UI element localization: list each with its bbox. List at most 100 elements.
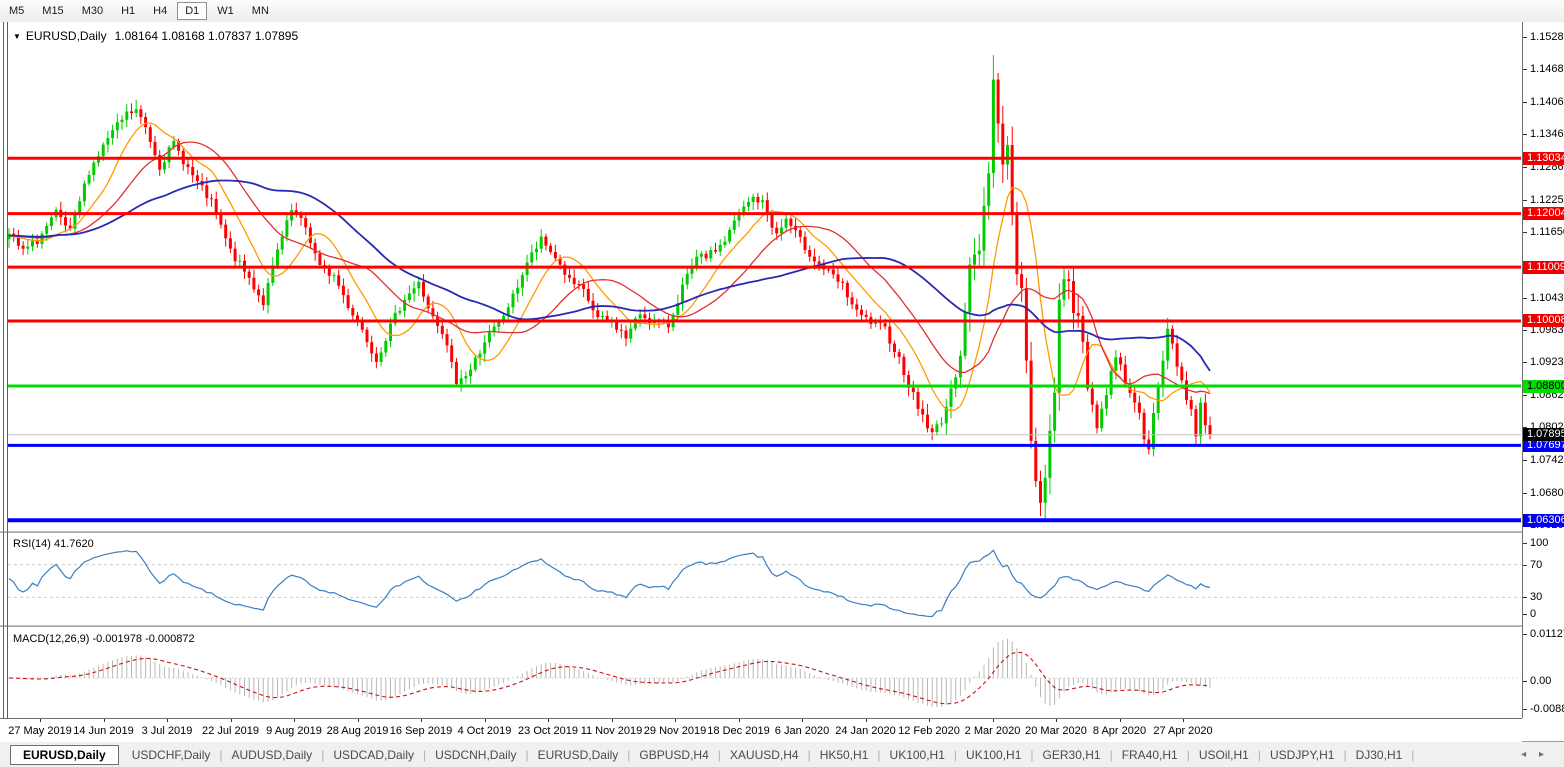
price-badge-1.13034: 1.13034 [1523, 151, 1564, 165]
timeframe-button-h1[interactable]: H1 [121, 5, 136, 17]
macd-tick-label: 0.011277 [1530, 627, 1564, 640]
date-tick-label: 24 Jan 2020 [835, 725, 896, 737]
date-axis[interactable]: 27 May 2019 14 Jun 2019 3 Jul 2019 22 Jul 2… [0, 718, 1522, 742]
chart-tab-usoil-h1[interactable]: USOil,H1 [1198, 747, 1249, 762]
chart-tab-audusd-daily[interactable]: AUDUSD,Daily [231, 747, 313, 762]
timeframe-button-m5[interactable]: M5 [9, 5, 25, 17]
timeframe-button-m30[interactable]: M30 [81, 5, 104, 17]
price-tick [1523, 69, 1527, 71]
tab-divider: | [1411, 747, 1415, 762]
price-tick-label: 1.15280 [1530, 30, 1564, 43]
chart-tab-uk100-h1[interactable]: UK100,H1 [889, 747, 945, 762]
rsi-tick-label: 100 [1530, 536, 1549, 549]
chart-tabs-bar: EURUSD,Daily USDCHF,Daily | AUDUSD,Daily | US… [0, 741, 1564, 767]
tab-scroll-right-icon[interactable]: ▸ [1538, 749, 1544, 760]
chart-tab-hk50-h1[interactable]: HK50,H1 [819, 747, 869, 762]
tab-divider: | [953, 747, 958, 762]
date-tick [294, 719, 295, 722]
macd-tick-label: 0.00 [1530, 674, 1552, 687]
price-axis[interactable]: 1.152801.146801.140651.134651.128651.122… [1522, 22, 1564, 718]
tab-divider: | [1257, 747, 1261, 762]
tab-divider: | [717, 747, 721, 762]
price-tick [1523, 492, 1527, 494]
date-tick [1183, 719, 1184, 722]
tab-scroll-arrows: ◂ ▸ [1511, 749, 1544, 760]
rsi-tick [1523, 543, 1527, 544]
date-tick [738, 719, 740, 722]
date-tick [548, 719, 549, 722]
price-tick [1523, 297, 1527, 299]
tab-divider: | [807, 747, 811, 762]
timeframe-button-mn[interactable]: MN [251, 5, 269, 17]
price-tick [1523, 459, 1527, 461]
date-tick [675, 719, 676, 722]
chart-dropdown-icon[interactable]: ▼ [13, 32, 21, 41]
tab-divider: | [877, 747, 881, 762]
chart-tab-dj30-h1[interactable]: DJ30,H1 [1355, 747, 1403, 762]
timeframe-button-w1[interactable]: W1 [217, 5, 234, 17]
rsi-tick [1523, 614, 1527, 615]
price-badge-1.07697: 1.07697 [1523, 438, 1564, 452]
chart-tab-eurusd-daily[interactable]: EURUSD,Daily [10, 744, 119, 765]
ohlc-quote: 1.08164 1.08168 1.07837 1.07895 [114, 29, 299, 43]
date-tick-label: 27 Apr 2020 [1153, 725, 1213, 737]
symbol-info[interactable]: ▼ EURUSD,Daily 1.08164 1.08168 1.07837 1.0… [13, 29, 298, 43]
date-tick [865, 719, 867, 722]
timeframe-button-d1[interactable]: D1 [177, 2, 208, 20]
date-tick [40, 719, 41, 722]
date-tick [103, 719, 105, 722]
date-tick [167, 719, 168, 722]
timeframe-button-m15[interactable]: M15 [42, 5, 64, 17]
tab-divider: | [1030, 747, 1034, 762]
date-tick-label: 4 Oct 2019 [457, 725, 512, 737]
date-tick [421, 719, 422, 722]
chart-window[interactable]: ▼ EURUSD,Daily 1.08164 1.08168 1.07837 1.0… [0, 22, 1564, 742]
price-tick-label: 1.14680 [1530, 63, 1564, 76]
macd-tick [1523, 709, 1527, 710]
chart-tab-usdcnh-daily[interactable]: USDCNH,Daily [435, 747, 517, 762]
date-tick-label: 18 Dec 2019 [707, 725, 770, 737]
date-tick [929, 719, 930, 722]
tab-divider: | [1343, 747, 1347, 762]
price-tick-label: 1.13465 [1530, 128, 1564, 141]
chart-tab-xauusd-h4[interactable]: XAUUSD,H4 [729, 747, 799, 762]
chart-tab-ger30-h1[interactable]: GER30,H1 [1042, 747, 1101, 762]
timeframe-toolbar: M5 M15 M30 H1 H4 D1 W1 MN [0, 0, 1564, 23]
date-tick-label: 16 Sep 2019 [389, 725, 453, 737]
rsi-indicator-label: RSI(14) 41.7620 [13, 538, 94, 550]
price-tick-label: 1.09235 [1530, 356, 1564, 369]
chart-tab-usdchf-daily[interactable]: USDCHF,Daily [131, 747, 211, 762]
date-tick [230, 719, 232, 722]
rsi-tick-label: 30 [1530, 590, 1543, 603]
timeframe-button-h4[interactable]: H4 [153, 5, 168, 17]
tab-divider: | [627, 747, 631, 762]
chart-tab-fra40-h1[interactable]: FRA40,H1 [1121, 747, 1178, 762]
current-price-badge: 1.07895 [1523, 428, 1564, 442]
price-tick [1523, 362, 1527, 364]
chart-tab-gbpusd-h4[interactable]: GBPUSD,H4 [639, 747, 709, 762]
moving-average-22 [9, 141, 1211, 395]
price-tick [1523, 395, 1527, 397]
price-tick-label: 1.06805 [1530, 486, 1564, 499]
date-tick [992, 719, 994, 722]
tab-scroll-left-icon[interactable]: ◂ [1521, 749, 1527, 760]
price-badge-1.10008: 1.10008 [1523, 314, 1564, 328]
date-tick [611, 719, 613, 722]
price-tick [1523, 199, 1527, 201]
tab-divider: | [321, 747, 325, 762]
chart-tab-eurusd-daily[interactable]: EURUSD,Daily [537, 747, 619, 762]
chart-tab-uk100-h1[interactable]: UK100,H1 [966, 747, 1022, 762]
price-tick [1523, 232, 1527, 234]
date-tick-label: 20 Mar 2020 [1025, 725, 1087, 737]
date-tick-label: 3 Jul 2019 [141, 725, 193, 737]
rsi-tick-label: 0 [1530, 607, 1537, 620]
date-tick-label: 27 May 2019 [8, 725, 72, 737]
price-chart-canvas[interactable] [0, 22, 1522, 718]
chart-tab-usdjpy-h1[interactable]: USDJPY,H1 [1269, 747, 1335, 762]
date-tick-label: 22 Jul 2019 [202, 725, 259, 737]
chart-tab-usdcad-daily[interactable]: USDCAD,Daily [333, 747, 414, 762]
price-tick [1523, 36, 1527, 38]
date-tick-label: 8 Apr 2020 [1092, 725, 1147, 737]
date-tick [1056, 719, 1057, 722]
